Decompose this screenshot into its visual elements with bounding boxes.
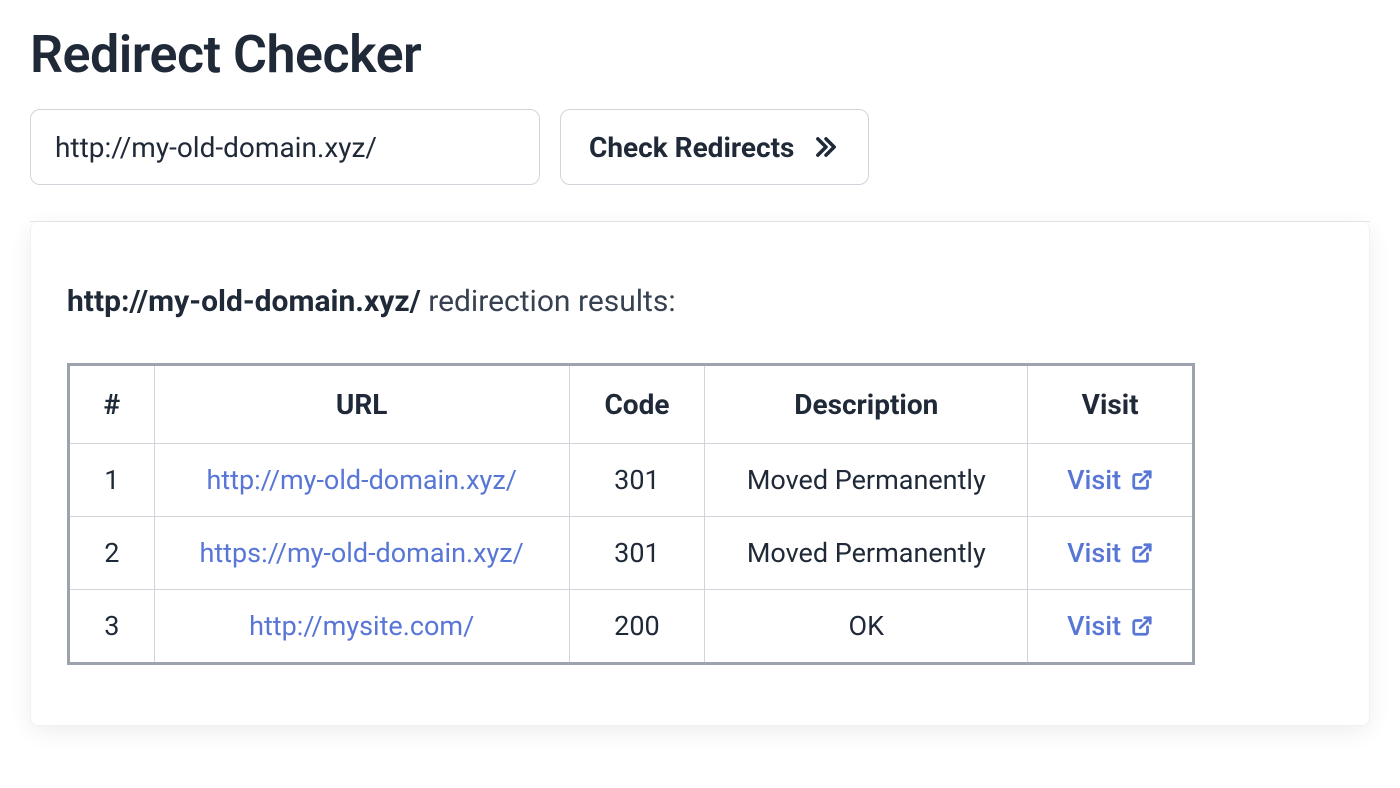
- col-header-visit: Visit: [1028, 365, 1194, 444]
- controls-row: Check Redirects: [0, 109, 1400, 221]
- cell-description: Moved Permanently: [705, 517, 1028, 590]
- visit-link-label: Visit: [1067, 464, 1121, 496]
- col-header-index: #: [69, 365, 155, 444]
- results-heading-url: http://my-old-domain.xyz/: [67, 284, 421, 319]
- check-redirects-button[interactable]: Check Redirects: [560, 109, 869, 185]
- cell-description: OK: [705, 590, 1028, 664]
- check-redirects-button-label: Check Redirects: [589, 131, 794, 164]
- redirects-table: # URL Code Description Visit 1 http://my…: [67, 363, 1195, 665]
- results-heading: http://my-old-domain.xyz/ redirection re…: [67, 284, 1333, 319]
- visit-link[interactable]: Visit: [1067, 610, 1153, 642]
- redirect-url-link[interactable]: http://my-old-domain.xyz/: [206, 464, 516, 496]
- external-link-icon: [1131, 469, 1153, 491]
- redirect-url-link[interactable]: http://mysite.com/: [249, 610, 474, 642]
- cell-code: 301: [569, 517, 705, 590]
- col-header-url: URL: [154, 365, 569, 444]
- visit-link-label: Visit: [1067, 610, 1121, 642]
- table-row: 1 http://my-old-domain.xyz/ 301 Moved Pe…: [69, 444, 1194, 517]
- url-input[interactable]: [30, 109, 540, 185]
- results-card: http://my-old-domain.xyz/ redirection re…: [30, 222, 1370, 726]
- external-link-icon: [1131, 615, 1153, 637]
- visit-link[interactable]: Visit: [1067, 537, 1153, 569]
- cell-visit: Visit: [1028, 517, 1194, 590]
- cell-url: http://mysite.com/: [154, 590, 569, 664]
- table-row: 3 http://mysite.com/ 200 OK Visit: [69, 590, 1194, 664]
- chevrons-right-icon: [812, 133, 840, 161]
- cell-index: 2: [69, 517, 155, 590]
- cell-code: 301: [569, 444, 705, 517]
- cell-url: http://my-old-domain.xyz/: [154, 444, 569, 517]
- col-header-code: Code: [569, 365, 705, 444]
- cell-index: 3: [69, 590, 155, 664]
- table-header-row: # URL Code Description Visit: [69, 365, 1194, 444]
- cell-visit: Visit: [1028, 444, 1194, 517]
- visit-link-label: Visit: [1067, 537, 1121, 569]
- col-header-description: Description: [705, 365, 1028, 444]
- cell-description: Moved Permanently: [705, 444, 1028, 517]
- cell-index: 1: [69, 444, 155, 517]
- redirect-url-link[interactable]: https://my-old-domain.xyz/: [199, 537, 523, 569]
- results-heading-suffix: redirection results:: [421, 284, 676, 319]
- cell-visit: Visit: [1028, 590, 1194, 664]
- visit-link[interactable]: Visit: [1067, 464, 1153, 496]
- page-title: Redirect Checker: [0, 0, 1400, 109]
- cell-code: 200: [569, 590, 705, 664]
- external-link-icon: [1131, 542, 1153, 564]
- table-row: 2 https://my-old-domain.xyz/ 301 Moved P…: [69, 517, 1194, 590]
- cell-url: https://my-old-domain.xyz/: [154, 517, 569, 590]
